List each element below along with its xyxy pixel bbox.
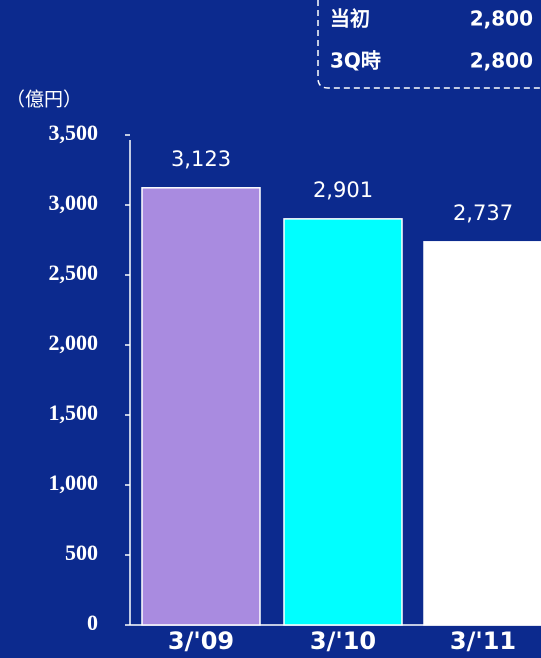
value-label: 3,123 (171, 147, 231, 171)
y-tick-label: 500 (65, 540, 98, 565)
annotation-value: 2,800 (470, 49, 533, 73)
y-tick-label: 2,000 (49, 330, 99, 355)
y-tick-label: 1,000 (49, 470, 99, 495)
annotation-box (317, 0, 541, 89)
y-tick-label: 2,500 (49, 260, 99, 285)
value-label: 2,901 (313, 178, 373, 202)
x-tick-label: 3/'11 (450, 627, 516, 655)
unit-label: （億円） (6, 89, 82, 111)
value-label: 2,737 (453, 201, 513, 225)
bar (283, 218, 403, 626)
annotation-value: 2,800 (470, 7, 533, 31)
y-tick-label: 3,500 (49, 120, 99, 145)
y-tick-label: 3,000 (49, 190, 99, 215)
y-tick-label: 1,500 (49, 400, 99, 425)
annotation-label: 当初 (330, 7, 370, 31)
x-tick-label: 3/'10 (310, 627, 376, 655)
bar (141, 187, 261, 626)
y-tick-label: 0 (87, 610, 98, 635)
x-tick-label: 3/'09 (168, 627, 234, 655)
annotation-label: 3Q時 (330, 49, 381, 73)
bar (423, 241, 541, 626)
